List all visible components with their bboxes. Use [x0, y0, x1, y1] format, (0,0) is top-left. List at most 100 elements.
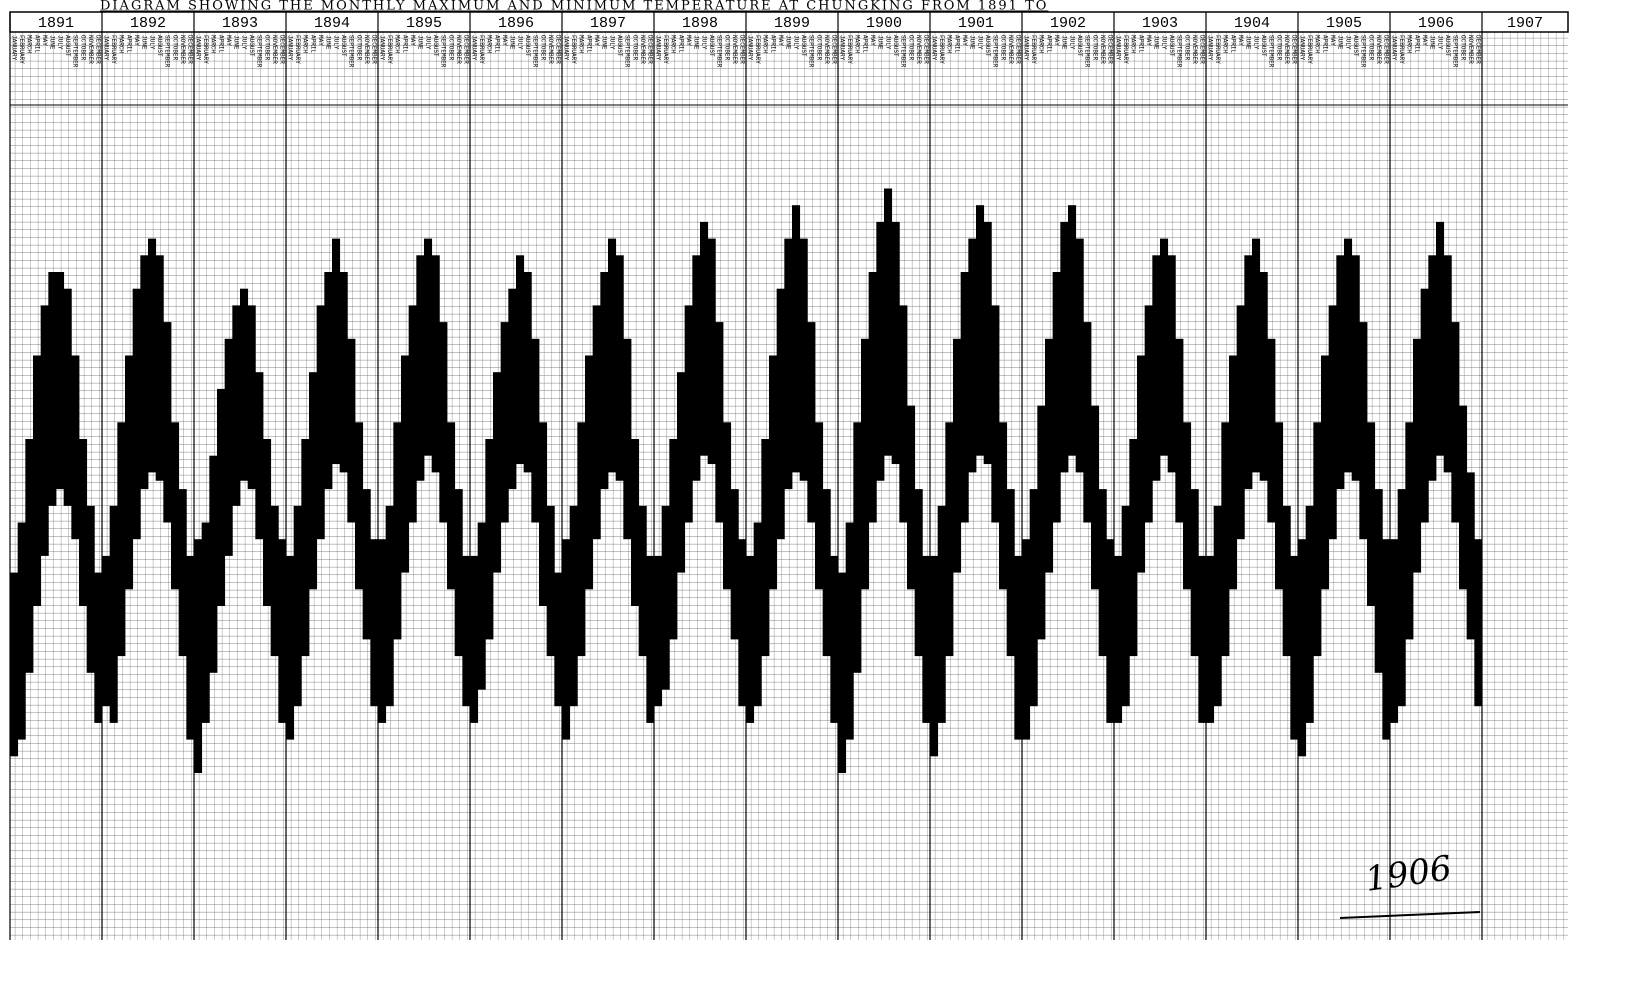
temperature-range-bar [1252, 238, 1261, 473]
temperature-range-bar [416, 255, 425, 481]
month-label: JUNE [141, 35, 148, 50]
temperature-range-bar [1313, 422, 1322, 657]
temperature-range-bar [746, 555, 755, 723]
month-label: APRIL [585, 35, 592, 53]
month-label: MARCH [118, 35, 125, 53]
temperature-range-bar [784, 238, 793, 490]
month-label: SEPTEMBER [1268, 35, 1275, 68]
temperature-range-bar [17, 522, 26, 740]
month-label: NOVEMBER [271, 35, 278, 64]
month-label: FEBRUARY [202, 35, 209, 64]
month-label: SEPTEMBER [532, 35, 539, 68]
month-label: JANUARY [1206, 35, 1213, 61]
month-label: OCTOBER [263, 35, 270, 61]
month-label: JULY [608, 35, 615, 50]
month-label: OCTOBER [79, 35, 86, 61]
month-label: JUNE [877, 35, 884, 50]
month-label: DECEMBER [1107, 35, 1114, 64]
month-label: AUGUST [524, 35, 531, 57]
month-label: JULY [240, 35, 247, 50]
year-label: 1905 [1326, 15, 1362, 32]
year-label: 1901 [958, 15, 994, 32]
month-label: DECEMBER [1291, 35, 1298, 64]
temperature-range-bar [715, 322, 724, 523]
month-label: NOVEMBER [87, 35, 94, 64]
temperature-range-bar [631, 439, 640, 606]
month-label: OCTOBER [539, 35, 546, 61]
month-label: JANUARY [194, 35, 201, 61]
chart-title: DIAGRAM SHOWING THE MONTHLY MAXIMUM AND … [100, 0, 1048, 14]
temperature-range-bar [899, 305, 908, 523]
temperature-range-bar [807, 322, 816, 523]
year-label: 1906 [1418, 15, 1454, 32]
temperature-range-bar [1221, 422, 1230, 657]
month-label: AUGUST [892, 35, 899, 57]
temperature-range-bar [1137, 355, 1146, 573]
month-label: DECEMBER [923, 35, 930, 64]
year-label: 1896 [498, 15, 534, 32]
month-label: APRIL [677, 35, 684, 53]
temperature-range-bar [393, 422, 402, 640]
month-label: SEPTEMBER [900, 35, 907, 68]
month-label: MAY [777, 35, 784, 46]
temperature-range-bar [79, 439, 88, 606]
temperature-range-bar [102, 555, 111, 707]
temperature-range-bar [1351, 255, 1360, 481]
temperature-range-bar [263, 439, 272, 606]
month-label: MAY [593, 35, 600, 46]
temperature-range-bar [1068, 205, 1077, 456]
temperature-range-bar [569, 505, 578, 707]
temperature-range-bar [554, 572, 563, 707]
temperature-range-bar [63, 288, 72, 506]
month-label: APRIL [1229, 35, 1236, 53]
temperature-range-bar [109, 505, 118, 723]
month-label: SEPTEMBER [1452, 35, 1459, 68]
month-label: SEPTEMBER [440, 35, 447, 68]
month-label: JANUARY [102, 35, 109, 61]
temperature-range-bar [976, 205, 985, 456]
month-label: SEPTEMBER [164, 35, 171, 68]
month-label: MAY [409, 35, 416, 46]
temperature-range-bar [539, 422, 548, 606]
temperature-range-bar [485, 439, 494, 640]
temperature-range-bar [1060, 221, 1069, 473]
month-label: SEPTEMBER [1360, 35, 1367, 68]
temperature-range-bar [700, 221, 709, 456]
temperature-range-bar [224, 338, 233, 556]
month-label: OCTOBER [631, 35, 638, 61]
month-label: MARCH [1038, 35, 1045, 53]
month-label: FEBRUARY [1030, 35, 1037, 64]
month-label: FEBRUARY [570, 35, 577, 64]
month-label: JANUARY [562, 35, 569, 61]
month-label: JUNE [509, 35, 516, 50]
annotation-underline [1339, 911, 1481, 919]
month-label: OCTOBER [1183, 35, 1190, 61]
temperature-range-bar [1190, 489, 1199, 657]
month-label: MAY [225, 35, 232, 46]
month-label: OCTOBER [1275, 35, 1282, 61]
temperature-range-bar [1374, 489, 1383, 673]
temperature-range-bar [508, 288, 517, 490]
month-label: DECEMBER [1015, 35, 1022, 64]
month-label: MARCH [578, 35, 585, 53]
month-label: OCTOBER [815, 35, 822, 61]
year-label: 1904 [1234, 15, 1270, 32]
month-label: NOVEMBER [455, 35, 462, 64]
temperature-range-bar [1183, 422, 1192, 590]
temperature-range-bar [1014, 555, 1023, 740]
temperature-range-bar [1229, 355, 1238, 590]
month-label: APRIL [769, 35, 776, 53]
temperature-range-bar [907, 405, 916, 590]
temperature-range-bar [945, 422, 954, 657]
temperature-range-bar [1267, 338, 1276, 523]
month-label: AUGUST [708, 35, 715, 57]
temperature-range-bar [1045, 338, 1054, 573]
temperature-range-bar [830, 555, 839, 723]
month-label: NOVEMBER [179, 35, 186, 64]
month-label: FEBRUARY [386, 35, 393, 64]
month-label: FEBRUARY [478, 35, 485, 64]
month-label: JUNE [1429, 35, 1436, 50]
month-label: DECEMBER [1199, 35, 1206, 64]
month-label: NOVEMBER [1007, 35, 1014, 64]
month-label: APRIL [861, 35, 868, 53]
